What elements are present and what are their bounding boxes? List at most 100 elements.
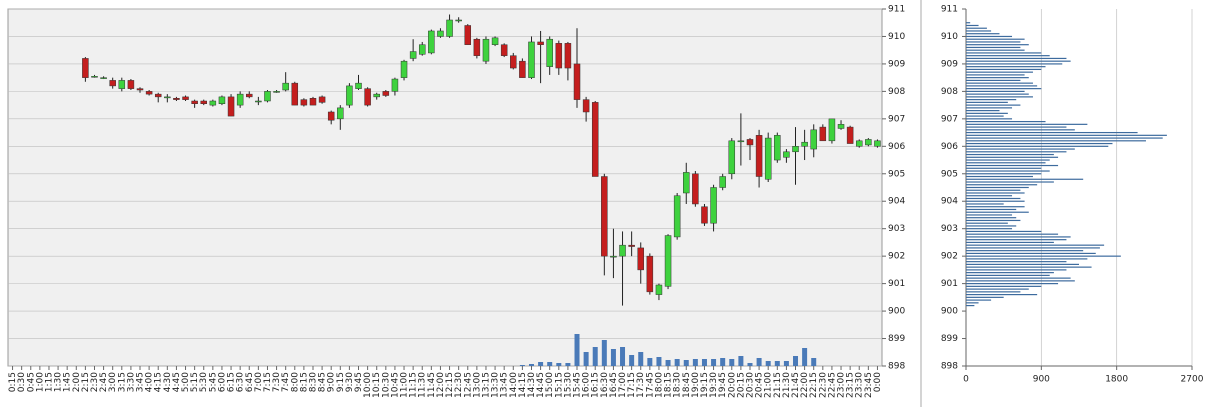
profile-bar <box>966 118 1013 120</box>
x-tick-label: 18:30 <box>673 372 683 398</box>
x-tick-label: 1:45 <box>63 372 73 392</box>
x-tick-label: 4:45 <box>172 372 182 392</box>
profile-bar <box>966 175 1033 178</box>
profile-bar <box>966 277 1071 279</box>
x-tick-label: 5:00 <box>181 372 191 392</box>
profile-bar <box>966 283 1059 285</box>
profile-bar <box>966 299 992 301</box>
profile-bar <box>966 123 1088 125</box>
profile-bar <box>966 263 1079 265</box>
candle-body <box>619 244 626 257</box>
x-tick-label: 16:00 <box>582 372 592 398</box>
volume-bar <box>629 355 635 366</box>
candle-body <box>400 60 408 78</box>
candle-body <box>573 63 581 100</box>
x-tick-label: 0:30 <box>17 372 27 392</box>
profile-bar <box>966 41 1021 43</box>
profile-bar <box>966 181 1054 183</box>
candle-body <box>291 82 299 106</box>
x-tick-label: 16:30 <box>600 372 610 398</box>
volume-bar <box>683 360 689 366</box>
volume-bar <box>610 349 616 366</box>
candle-body <box>382 91 390 96</box>
candle-body <box>246 93 253 98</box>
profile-bar <box>966 151 1067 153</box>
profile-bar <box>966 241 1054 244</box>
candle-body <box>82 58 89 78</box>
profile-bar <box>966 148 1075 150</box>
x-tick-label: 0 <box>963 375 969 385</box>
x-tick-label: 18:45 <box>682 372 692 398</box>
candle-body <box>391 78 399 92</box>
profile-bar <box>966 131 1138 134</box>
x-tick-label: 22:45 <box>827 372 837 398</box>
x-tick-label: 23:45 <box>864 372 874 398</box>
x-tick-label: 14:45 <box>536 372 546 398</box>
candle-body <box>218 96 226 104</box>
candle-body <box>710 187 717 224</box>
volume-bar <box>538 362 544 366</box>
x-tick-label: 13:45 <box>500 372 510 398</box>
x-tick-label: 9:30 <box>345 372 355 392</box>
profile-bar <box>966 228 1013 230</box>
volume-bar <box>638 352 644 366</box>
x-tick-label: 15:15 <box>554 372 564 398</box>
candle-body <box>164 96 171 99</box>
candle-body <box>100 77 107 79</box>
profile-bar <box>966 167 1042 169</box>
x-tick-label: 2:45 <box>99 372 109 392</box>
profile-bar <box>966 186 1029 189</box>
volume-bar <box>647 358 653 366</box>
candle-body <box>646 255 654 293</box>
profile-bar <box>966 250 1084 252</box>
candle-body <box>510 55 517 69</box>
profile-bar <box>966 79 1021 81</box>
profile-bar <box>966 211 1029 213</box>
x-tick-label: 10:45 <box>390 372 400 398</box>
profile-bar <box>966 269 1067 271</box>
volume-bar <box>738 356 744 366</box>
profile-bar <box>966 233 1059 235</box>
y-tick-label: 900 <box>888 307 905 317</box>
x-tick-label: 2700 <box>1181 375 1204 385</box>
volume-bar <box>583 352 589 366</box>
x-tick-label: 19:15 <box>700 372 710 398</box>
y-tick-label: 909 <box>888 59 905 69</box>
profile-bar <box>966 197 1021 200</box>
x-tick-label: 11:30 <box>418 372 428 398</box>
candle-body <box>282 82 289 91</box>
y-tick-label: 902 <box>941 252 958 262</box>
candle-body <box>655 284 663 295</box>
profile-bar <box>966 63 1063 65</box>
volume-bar <box>528 364 534 366</box>
candle-body <box>255 100 262 103</box>
candle-body <box>473 38 481 56</box>
x-tick-label: 15:45 <box>573 372 583 398</box>
x-tick-label: 6:45 <box>245 372 255 392</box>
volume-bar <box>656 357 662 366</box>
candle-body <box>118 80 126 89</box>
x-tick-label: 1:30 <box>54 372 64 392</box>
x-tick-label: 22:00 <box>800 372 810 398</box>
candle-body <box>837 124 845 129</box>
y-tick-label: 901 <box>941 279 958 289</box>
x-tick-label: 20:45 <box>755 372 765 398</box>
y-tick-label: 903 <box>888 224 905 234</box>
x-tick-label: 11:45 <box>427 372 437 398</box>
x-tick-label: 19:30 <box>709 372 719 398</box>
x-tick-label: 21:45 <box>791 372 801 398</box>
x-tick-label: 18:00 <box>654 372 664 398</box>
candle-body <box>173 98 180 100</box>
profile-bar <box>966 288 1029 290</box>
x-tick-label: 900 <box>1033 375 1050 385</box>
y-tick-label: 906 <box>888 142 905 152</box>
candle-body <box>601 176 608 257</box>
x-tick-label: 3:00 <box>108 372 118 392</box>
candle-body <box>737 140 745 143</box>
profile-bar <box>966 285 1042 287</box>
x-tick-label: 0:00 <box>873 372 883 392</box>
x-tick-label: 3:45 <box>136 372 146 392</box>
x-tick-label: 0:45 <box>26 372 36 392</box>
candle-body <box>564 43 572 69</box>
